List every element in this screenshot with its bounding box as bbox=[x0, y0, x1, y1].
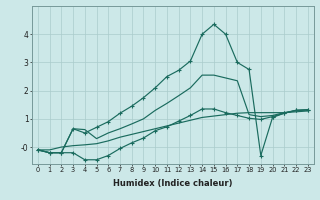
X-axis label: Humidex (Indice chaleur): Humidex (Indice chaleur) bbox=[113, 179, 233, 188]
